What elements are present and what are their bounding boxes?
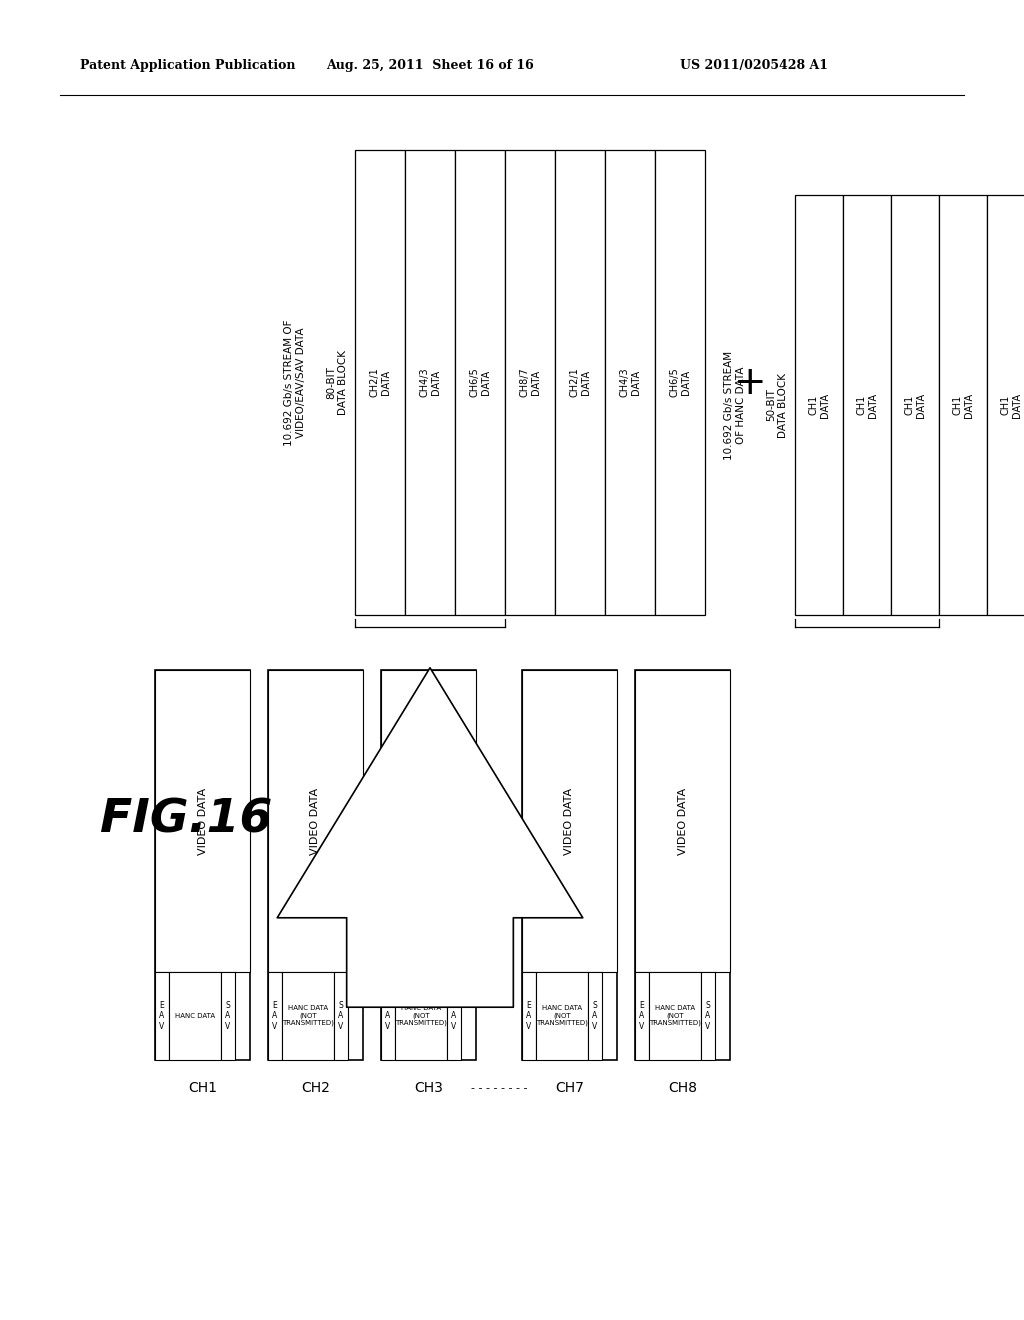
Text: HANC DATA
(NOT
TRANSMITTED): HANC DATA (NOT TRANSMITTED) [395,1006,446,1027]
Text: VIDEO DATA: VIDEO DATA [564,788,574,854]
Bar [355,150,406,615]
Text: CH2/1
DATA: CH2/1 DATA [370,368,391,397]
Bar [155,671,250,972]
Text: S
A
V: S A V [452,1001,457,1031]
Bar [381,972,395,1060]
Text: CH2: CH2 [301,1081,330,1096]
Text: CH1
DATA: CH1 DATA [904,392,926,417]
Text: CH1
DATA: CH1 DATA [952,392,974,417]
Bar [635,671,730,1060]
Bar [588,972,602,1060]
Bar [605,150,655,615]
Bar [649,972,701,1060]
Bar [505,150,555,615]
Bar [987,195,1024,615]
Bar [522,671,617,972]
Bar [268,671,362,1060]
Text: 10.692 Gb/s STREAM OF
VIDEO/EAV/SAV DATA: 10.692 Gb/s STREAM OF VIDEO/EAV/SAV DATA [285,319,306,446]
Text: 80-BIT
DATA BLOCK: 80-BIT DATA BLOCK [327,350,348,414]
Text: E
A
V: E A V [272,1001,278,1031]
Text: CH1: CH1 [188,1081,217,1096]
Text: HANC DATA: HANC DATA [175,1012,215,1019]
Bar [395,972,447,1060]
Bar [522,671,617,1060]
Text: HANC DATA
(NOT
TRANSMITTED): HANC DATA (NOT TRANSMITTED) [649,1006,701,1027]
Text: CH1
DATA: CH1 DATA [808,392,829,417]
Text: Patent Application Publication: Patent Application Publication [80,58,296,71]
Text: US 2011/0205428 A1: US 2011/0205428 A1 [680,58,828,71]
Text: VIDEO DATA: VIDEO DATA [310,788,321,854]
Bar [334,972,348,1060]
Text: CH6/5
DATA: CH6/5 DATA [469,368,490,397]
Bar [268,972,282,1060]
Bar [282,972,334,1060]
Bar [795,195,843,615]
Bar [635,671,730,972]
Text: CH1
DATA: CH1 DATA [856,392,878,417]
Text: Aug. 25, 2011  Sheet 16 of 16: Aug. 25, 2011 Sheet 16 of 16 [326,58,534,71]
Text: CH8/7
DATA: CH8/7 DATA [519,368,541,397]
Text: E
A
V: E A V [385,1001,390,1031]
Text: CH4/3
DATA: CH4/3 DATA [419,368,440,397]
Text: VIDEO DATA: VIDEO DATA [424,788,433,854]
Text: E
A
V: E A V [160,1001,165,1031]
Text: HANC DATA
(NOT
TRANSMITTED): HANC DATA (NOT TRANSMITTED) [536,1006,588,1027]
Text: E
A
V: E A V [639,1001,645,1031]
Bar [221,972,234,1060]
Text: S
A
V: S A V [225,1001,230,1031]
Bar [843,195,891,615]
Text: +: + [733,363,766,401]
Bar [155,972,169,1060]
Bar [381,671,476,972]
Bar [455,150,505,615]
Text: HANC DATA
(NOT
TRANSMITTED): HANC DATA (NOT TRANSMITTED) [282,1006,334,1027]
Text: CH3: CH3 [414,1081,443,1096]
Bar [655,150,705,615]
Bar [555,150,605,615]
Text: S
A
V: S A V [592,1001,598,1031]
Text: CH8: CH8 [668,1081,697,1096]
Text: E
A
V: E A V [526,1001,531,1031]
Text: VIDEO DATA: VIDEO DATA [678,788,687,854]
Text: 50-BIT
DATA BLOCK: 50-BIT DATA BLOCK [766,372,787,437]
Bar [447,972,461,1060]
Text: CH7: CH7 [555,1081,584,1096]
Bar [522,972,536,1060]
Text: CH4/3
DATA: CH4/3 DATA [620,368,641,397]
Text: 10.692 Gb/s STREAM
OF HANC DATA: 10.692 Gb/s STREAM OF HANC DATA [724,350,745,459]
Text: CH2/1
DATA: CH2/1 DATA [569,368,591,397]
Bar [381,671,476,1060]
Bar [155,671,250,1060]
Text: ...........: ........... [493,843,506,887]
Text: S
A
V: S A V [706,1001,711,1031]
Bar [701,972,715,1060]
Bar [406,150,455,615]
Bar [635,972,649,1060]
Text: CH6/5
DATA: CH6/5 DATA [670,368,691,397]
Bar [891,195,939,615]
Text: VIDEO DATA: VIDEO DATA [198,788,208,854]
Text: FIG.16: FIG.16 [100,797,272,842]
Bar [939,195,987,615]
Bar [268,671,362,972]
Bar [169,972,221,1060]
Text: CH1
DATA: CH1 DATA [1000,392,1022,417]
Text: S
A
V: S A V [338,1001,344,1031]
Bar [536,972,588,1060]
Text: - - - - - - - -: - - - - - - - - [471,1082,527,1093]
